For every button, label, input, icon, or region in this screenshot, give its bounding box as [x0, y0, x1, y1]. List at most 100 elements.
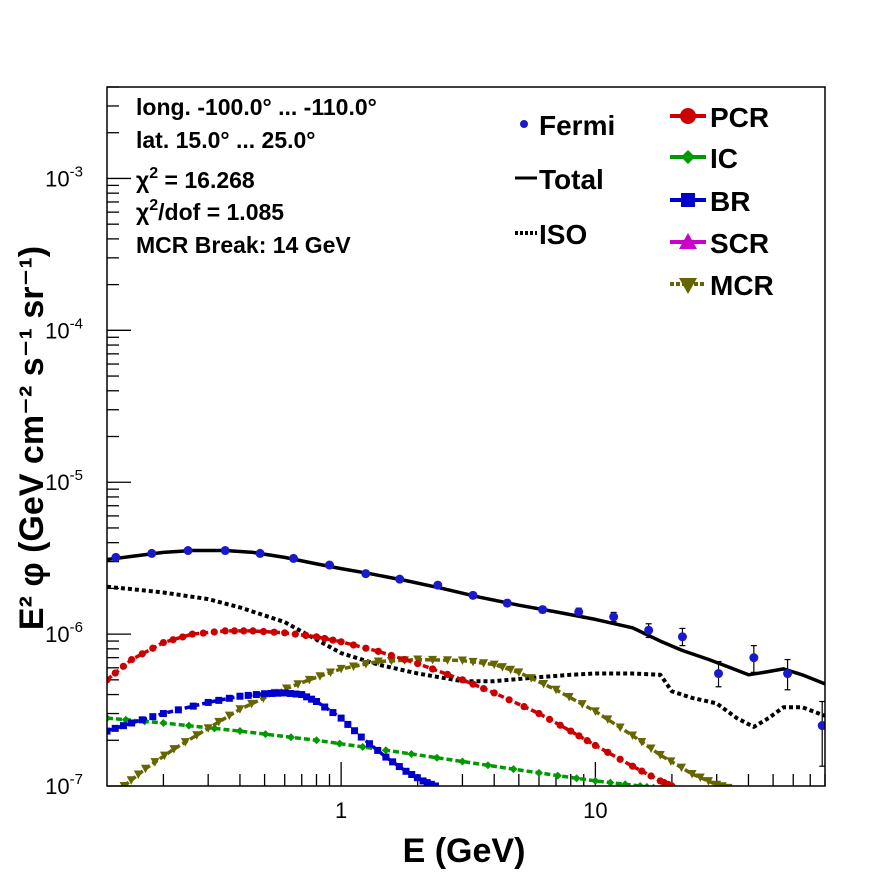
series-pcr-point [249, 627, 257, 635]
series-ic-point [159, 718, 168, 727]
series-br-point [159, 710, 167, 718]
series-pcr-point [291, 630, 299, 638]
series-br-point [357, 733, 365, 741]
series-pcr-point [575, 732, 583, 740]
series-mcr-point [551, 685, 561, 695]
series-pcr-point [259, 627, 268, 636]
series-br-point [236, 692, 244, 700]
series-mcr-point [526, 674, 536, 683]
series-pcr-point [179, 633, 187, 641]
series-mcr-line [122, 657, 728, 786]
fermi-point [502, 598, 512, 608]
series-pcr-point [591, 741, 599, 750]
legend-br-marker [681, 193, 695, 207]
series-mcr-point [687, 769, 697, 779]
legend-fermi-marker [520, 120, 528, 128]
series-mcr-point [180, 738, 190, 747]
series-ic-point [261, 730, 270, 739]
series-br-point [292, 690, 300, 698]
series-br-point [286, 689, 294, 697]
fermi-point [749, 653, 759, 663]
series-pcr-point [490, 689, 498, 697]
series-mcr-point [497, 663, 507, 672]
stats-chidof-symbol: χ [136, 199, 150, 225]
series-pcr-point [302, 631, 310, 640]
series-br-point [382, 753, 390, 761]
series-mcr-point [126, 776, 136, 785]
series-br-point [395, 763, 403, 771]
series-mcr-point [603, 715, 613, 724]
y-axis-title: E² φ (GeV cm⁻² s⁻¹ sr⁻¹) [13, 246, 51, 630]
series-pcr-point [199, 629, 207, 637]
series-pcr-point [169, 636, 177, 644]
series-pcr-point [414, 659, 422, 668]
series-br-point [312, 698, 320, 706]
series-mcr-point [564, 692, 574, 702]
fermi-point [395, 574, 405, 584]
series-pcr-point [443, 670, 452, 679]
series-ic-point [235, 727, 244, 736]
series-total [107, 548, 825, 686]
series-br-point [427, 780, 435, 786]
series-pcr-point [428, 665, 437, 673]
series-br-point [111, 724, 119, 732]
legend-right: PCR IC BR SCR MCR [670, 102, 774, 301]
fermi-point [677, 632, 687, 642]
series-mcr-point [590, 707, 600, 716]
series-ic-point [458, 757, 467, 766]
stats-chi2-symbol: χ [136, 167, 150, 193]
y-tick-label: 10-4 [45, 315, 83, 343]
series-br [107, 689, 439, 786]
legend-iso-label: ISO [539, 219, 587, 250]
legend-ic-marker [681, 150, 695, 164]
series-pcr-point [312, 633, 321, 641]
series-ic [107, 714, 662, 786]
series-pcr-point [387, 651, 396, 660]
series-ic-point [121, 715, 130, 724]
series-mcr-point [293, 680, 303, 689]
series-ic-point [432, 753, 441, 762]
series-pcr-point [128, 655, 136, 664]
stats-box: long. -100.0° ... -110.0° lat. 15.0° ...… [136, 94, 377, 258]
y-tick-mantissa: 10 [45, 470, 69, 495]
series-mcr-point [479, 659, 489, 668]
series-mcr-point [140, 764, 150, 774]
series-mcr-point [361, 659, 371, 669]
fermi-point [147, 548, 157, 558]
series-pcr-point [337, 638, 345, 646]
series-pcr-point [545, 715, 554, 723]
series-br-point [267, 689, 275, 697]
series-pcr-point [329, 636, 337, 644]
series-pcr-point [583, 737, 591, 745]
series-mcr-point [428, 655, 438, 665]
series-mcr-point [326, 668, 336, 678]
series-ic-point [483, 761, 492, 770]
series-ic-point [210, 724, 219, 733]
y-tick-exponent: -3 [70, 163, 83, 180]
series-mcr-point [457, 656, 467, 666]
series-pcr-point [616, 755, 624, 763]
series-pcr-point [349, 641, 358, 649]
series-mcr-point [506, 665, 516, 675]
series-mcr-point [703, 777, 713, 786]
series-mcr-point [159, 751, 169, 761]
series-mcr-point [133, 770, 143, 779]
series-total-line [107, 548, 825, 686]
y-tick-label: 10-7 [45, 771, 83, 799]
series-pcr-point [400, 655, 409, 664]
series-br-point [408, 770, 416, 778]
series-ic-point [335, 739, 344, 748]
series-br-point [149, 713, 157, 721]
series-br-point [281, 689, 289, 697]
series-ic-point [286, 733, 295, 742]
legend-mcr-marker [679, 278, 697, 294]
series-mcr [119, 655, 739, 786]
series-ic-point [381, 746, 390, 755]
y-tick-exponent: -6 [70, 619, 83, 636]
series-br-point [261, 690, 269, 698]
fermi-point [111, 552, 121, 562]
series-ic-point [643, 782, 650, 786]
